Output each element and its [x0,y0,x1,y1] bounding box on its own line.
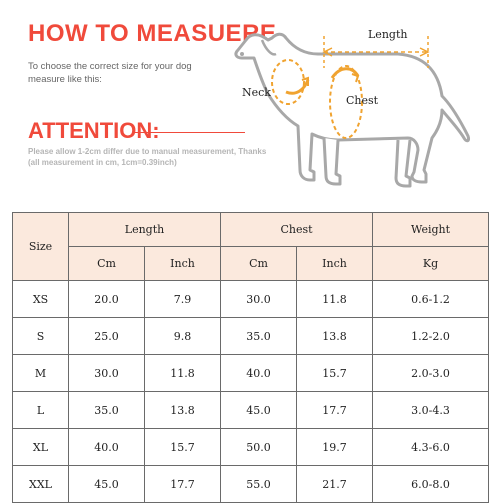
weight-kg-cell: 4.3-6.0 [372,428,490,466]
table-row: XL 40.0 15.7 50.0 19.7 4.3-6.0 [12,428,490,466]
weight-kg-header: Kg [372,246,490,281]
chest-cm-header: Cm [220,246,298,281]
weight-group-header: Weight [372,212,490,247]
weight-kg-cell: 3.0-4.3 [372,391,490,429]
size-chart-table: Size Length Chest Weight Cm Inch Cm Inch… [12,212,490,503]
length-inch-cell: 9.8 [143,317,222,355]
length-inch-cell: 13.8 [143,391,222,429]
weight-kg-cell: 1.2-2.0 [372,317,490,355]
weight-kg-cell: 0.6-1.2 [372,280,490,318]
table-row: S 25.0 9.8 35.0 13.8 1.2-2.0 [12,317,490,355]
chest-inch-header: Inch [296,246,374,281]
size-cell: XXL [12,465,69,503]
table-row: L 35.0 13.8 45.0 17.7 3.0-4.3 [12,391,490,429]
length-inch-header: Inch [143,246,222,281]
length-group-header: Length [67,212,222,247]
chest-inch-cell: 15.7 [296,354,374,392]
weight-kg-cell: 6.0-8.0 [372,465,490,503]
page-subtitle: To choose the correct size for your dog … [28,61,192,85]
neck-label: Neck [242,86,271,99]
dog-silhouette-icon [234,32,470,188]
size-cell: M [12,354,69,392]
chest-cm-cell: 35.0 [220,317,298,355]
weight-kg-cell: 2.0-3.0 [372,354,490,392]
chest-inch-cell: 11.8 [296,280,374,318]
chest-label: Chest [346,94,379,107]
chest-cm-cell: 30.0 [220,280,298,318]
page-title: HOW TO MEASUERE [28,20,277,47]
chest-cm-cell: 50.0 [220,428,298,466]
length-inch-cell: 11.8 [143,354,222,392]
chest-cm-cell: 45.0 [220,391,298,429]
length-inch-cell: 7.9 [143,280,222,318]
size-header: Size [12,212,69,281]
length-cm-cell: 45.0 [68,465,145,503]
chest-inch-cell: 17.7 [296,391,374,429]
length-cm-cell: 40.0 [68,428,145,466]
chest-inch-cell: 13.8 [296,317,374,355]
chest-cm-cell: 40.0 [220,354,298,392]
chest-inch-cell: 19.7 [296,428,374,466]
size-cell: L [12,391,69,429]
length-cm-cell: 35.0 [68,391,145,429]
length-cm-cell: 30.0 [68,354,145,392]
table-row: XXL 45.0 17.7 55.0 21.7 6.0-8.0 [12,465,490,503]
table-row: M 30.0 11.8 40.0 15.7 2.0-3.0 [12,354,490,392]
dog-measure-diagram: Length Neck Chest [228,10,500,198]
attention-title: ATTENTION: [28,118,160,143]
table-row: XS 20.0 7.9 30.0 11.8 0.6-1.2 [12,280,490,318]
chest-group-header: Chest [220,212,374,247]
size-cell: XS [12,280,69,318]
chest-inch-cell: 21.7 [296,465,374,503]
length-inch-cell: 15.7 [143,428,222,466]
size-cell: S [12,317,69,355]
chest-cm-cell: 55.0 [220,465,298,503]
length-cm-header: Cm [68,246,145,281]
length-cm-cell: 25.0 [68,317,145,355]
length-inch-cell: 17.7 [143,465,222,503]
length-cm-cell: 20.0 [68,280,145,318]
length-label: Length [368,28,408,41]
size-cell: XL [12,428,69,466]
attention-divider [135,132,245,133]
attention-text: Please allow 1-2cm differ due to manual … [28,147,267,167]
